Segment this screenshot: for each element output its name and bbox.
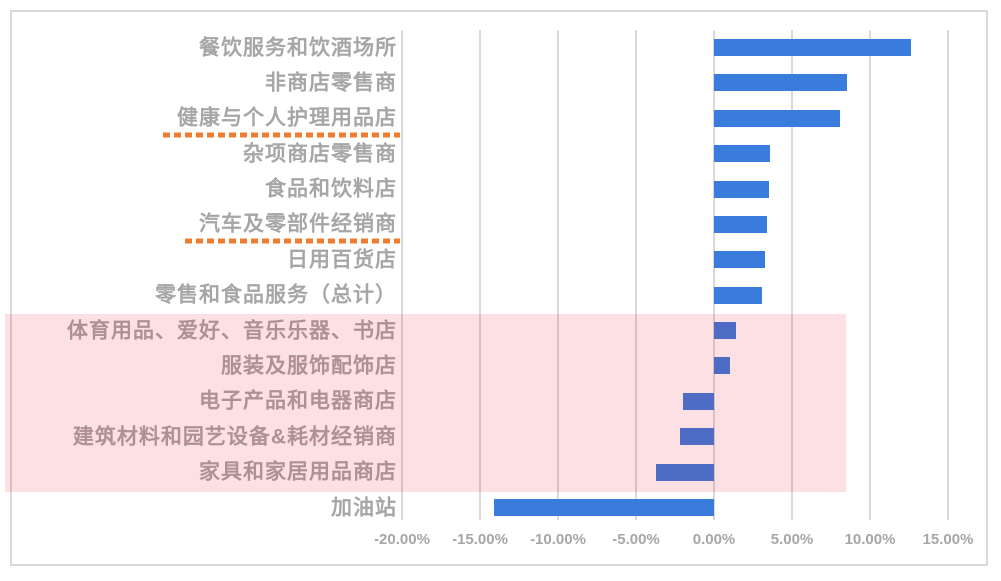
gridline — [791, 30, 793, 520]
category-label: 电子产品和电器商店 — [199, 389, 397, 413]
category-label: 汽车及零部件经销商 — [185, 212, 400, 244]
category-label: 食品和饮料店 — [265, 177, 397, 201]
bar — [714, 357, 730, 375]
x-axis-tick-label: -10.00% — [530, 531, 586, 548]
bar — [714, 180, 769, 198]
category-label: 建筑材料和园艺设备&耗材经销商 — [72, 425, 397, 449]
x-axis-tick-label: 15.00% — [922, 531, 974, 548]
bar — [714, 39, 911, 56]
bar — [656, 463, 714, 481]
x-axis-tick-label: -15.00% — [452, 531, 508, 548]
bar — [714, 109, 841, 127]
bar — [679, 428, 714, 446]
category-label: 杂项商店零售商 — [243, 142, 397, 166]
bar — [494, 499, 714, 516]
x-axis-tick-label: 5.00% — [770, 531, 814, 548]
category-label: 服装及服饰配饰店 — [221, 354, 397, 378]
category-label: 健康与个人护理用品店 — [163, 106, 400, 138]
bar — [714, 251, 766, 269]
x-axis-tick-label: -20.00% — [374, 531, 430, 548]
category-label: 日用百货店 — [287, 248, 397, 272]
x-axis-tick-label: -5.00% — [612, 531, 660, 548]
bar — [714, 74, 847, 92]
gridline — [557, 30, 559, 520]
x-axis-tick-label: 0.00% — [692, 531, 736, 548]
gridline — [713, 30, 715, 520]
x-axis-tick-label: 10.00% — [844, 531, 896, 548]
chart-frame — [10, 10, 988, 566]
gridline — [479, 30, 481, 520]
bar — [714, 286, 763, 304]
category-label: 餐饮服务和饮酒场所 — [199, 36, 397, 59]
category-label: 家具和家居用品商店 — [199, 460, 397, 484]
gridline — [635, 30, 637, 520]
bar — [714, 145, 771, 163]
gridline — [947, 30, 949, 520]
bar — [714, 322, 736, 340]
category-label: 非商店零售商 — [265, 71, 397, 95]
gridline — [869, 30, 871, 520]
category-label: 体育用品、爱好、音乐乐器、书店 — [67, 319, 397, 343]
category-label: 加油站 — [331, 496, 397, 519]
bar — [682, 392, 714, 410]
bar — [714, 215, 768, 233]
category-label: 零售和食品服务（总计） — [155, 283, 397, 307]
gridline — [401, 30, 403, 520]
